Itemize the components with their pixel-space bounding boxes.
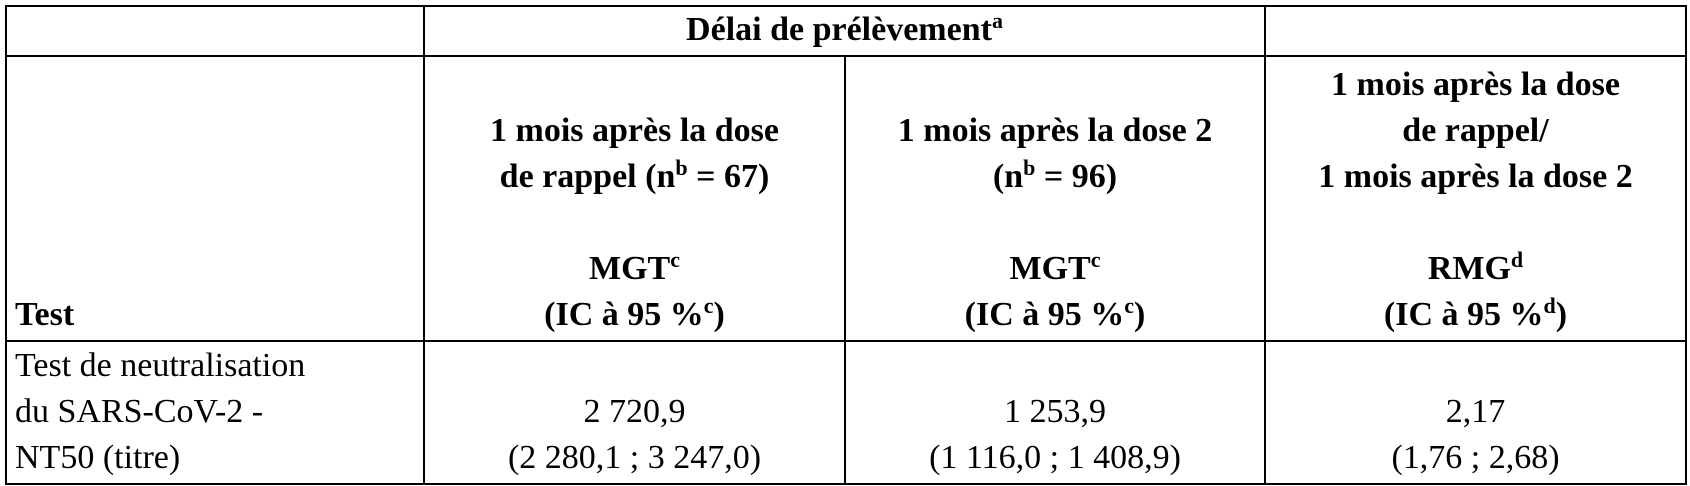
- value-line: 2,17: [1445, 393, 1506, 430]
- header-text: Test: [15, 296, 75, 333]
- text: (IC à 95 %: [964, 296, 1125, 333]
- text: 1 mois après la dose 2: [1318, 158, 1633, 195]
- text: MGT: [1009, 250, 1091, 287]
- text: de rappel/: [1402, 112, 1549, 149]
- value-line: (1,76 ; 2,68): [1391, 439, 1560, 476]
- text: ): [1134, 296, 1146, 333]
- superscript: b: [1023, 155, 1036, 180]
- header-line: (IC à 95 %c): [433, 292, 836, 338]
- header-line: [1274, 200, 1677, 246]
- column-header: 1 mois après la dose de rappel (nb = 67) M…: [423, 55, 846, 342]
- text: RMG: [1427, 250, 1511, 287]
- test-cell: Test de neutralisation du SARS-CoV-2 - NT5…: [5, 340, 425, 485]
- value-cell: 2 720,9 (2 280,1 ; 3 247,0): [423, 340, 846, 485]
- superscript: d: [1543, 293, 1556, 318]
- text: 1 mois après la dose: [490, 112, 779, 149]
- results-table: Délai de prélèvementa Test 1 mois après …: [5, 5, 1687, 485]
- header-line: de rappel (nb = 67): [433, 154, 836, 200]
- value-cell: 2,17 (1,76 ; 2,68): [1264, 340, 1687, 485]
- test-line: du SARS-CoV-2 -: [15, 393, 264, 430]
- superscript: d: [1510, 247, 1524, 272]
- header-row: Test 1 mois après la dose de rappel (nb =…: [5, 55, 1687, 342]
- header-line: MGTc: [854, 246, 1256, 292]
- text: (IC à 95 %: [544, 296, 704, 333]
- empty-cell: [1264, 5, 1687, 57]
- column-header: 1 mois après la dose de rappel/1 mois apr…: [1264, 55, 1687, 342]
- text: MGT: [589, 250, 671, 287]
- value-cell: 1 253,9 (1 116,0 ; 1 408,9): [844, 340, 1266, 485]
- test-header: Test: [5, 55, 425, 342]
- header-line: RMGd: [1274, 246, 1677, 292]
- value-line: (1 116,0 ; 1 408,9): [929, 439, 1181, 476]
- superscript: c: [1124, 293, 1135, 318]
- header-line: (IC à 95 %c): [854, 292, 1256, 338]
- value-line: 1 253,9: [1004, 393, 1106, 430]
- text: Délai de prélèvement: [686, 11, 992, 48]
- test-line: NT50 (titre): [15, 439, 181, 476]
- header-line: (nb = 96): [854, 154, 1256, 200]
- header-line: [433, 200, 836, 246]
- superscript: c: [670, 247, 680, 272]
- text: ): [713, 296, 725, 333]
- value-line: (2 280,1 ; 3 247,0): [507, 439, 762, 476]
- header-line: 1 mois après la dose 2: [854, 108, 1256, 154]
- text: = 96): [1035, 158, 1118, 195]
- value-line: 2 720,9: [583, 393, 686, 430]
- text: = 67): [687, 158, 770, 195]
- text: 1 mois après la dose 2: [897, 112, 1213, 149]
- data-row: Test de neutralisation du SARS-CoV-2 - NT5…: [5, 340, 1687, 485]
- header-line: (IC à 95 %d): [1274, 292, 1677, 338]
- superscript: a: [991, 8, 1003, 33]
- test-line: Test de neutralisation: [15, 347, 306, 384]
- empty-cell: [5, 5, 425, 57]
- header-line: 1 mois après la dose 2: [1274, 154, 1677, 200]
- superscript: b: [675, 155, 688, 180]
- text: 1 mois après la dose: [1331, 66, 1620, 103]
- text: (IC à 95 %: [1383, 296, 1544, 333]
- text: (n: [992, 158, 1024, 195]
- group-header: Délai de prélèvementa: [423, 5, 1266, 57]
- header-line: de rappel/: [1274, 108, 1677, 154]
- header-line: MGTc: [433, 246, 836, 292]
- text: ): [1555, 296, 1568, 333]
- superscript: c: [1090, 247, 1101, 272]
- header-line: 1 mois après la dose: [1274, 62, 1677, 108]
- header-line: [854, 200, 1256, 246]
- column-header: 1 mois après la dose 2 (nb = 96) MGTc (IC à…: [844, 55, 1266, 342]
- header-line: 1 mois après la dose: [433, 108, 836, 154]
- superscript: c: [703, 293, 714, 318]
- text: de rappel (n: [499, 158, 676, 195]
- group-row: Délai de prélèvementa: [5, 5, 1687, 57]
